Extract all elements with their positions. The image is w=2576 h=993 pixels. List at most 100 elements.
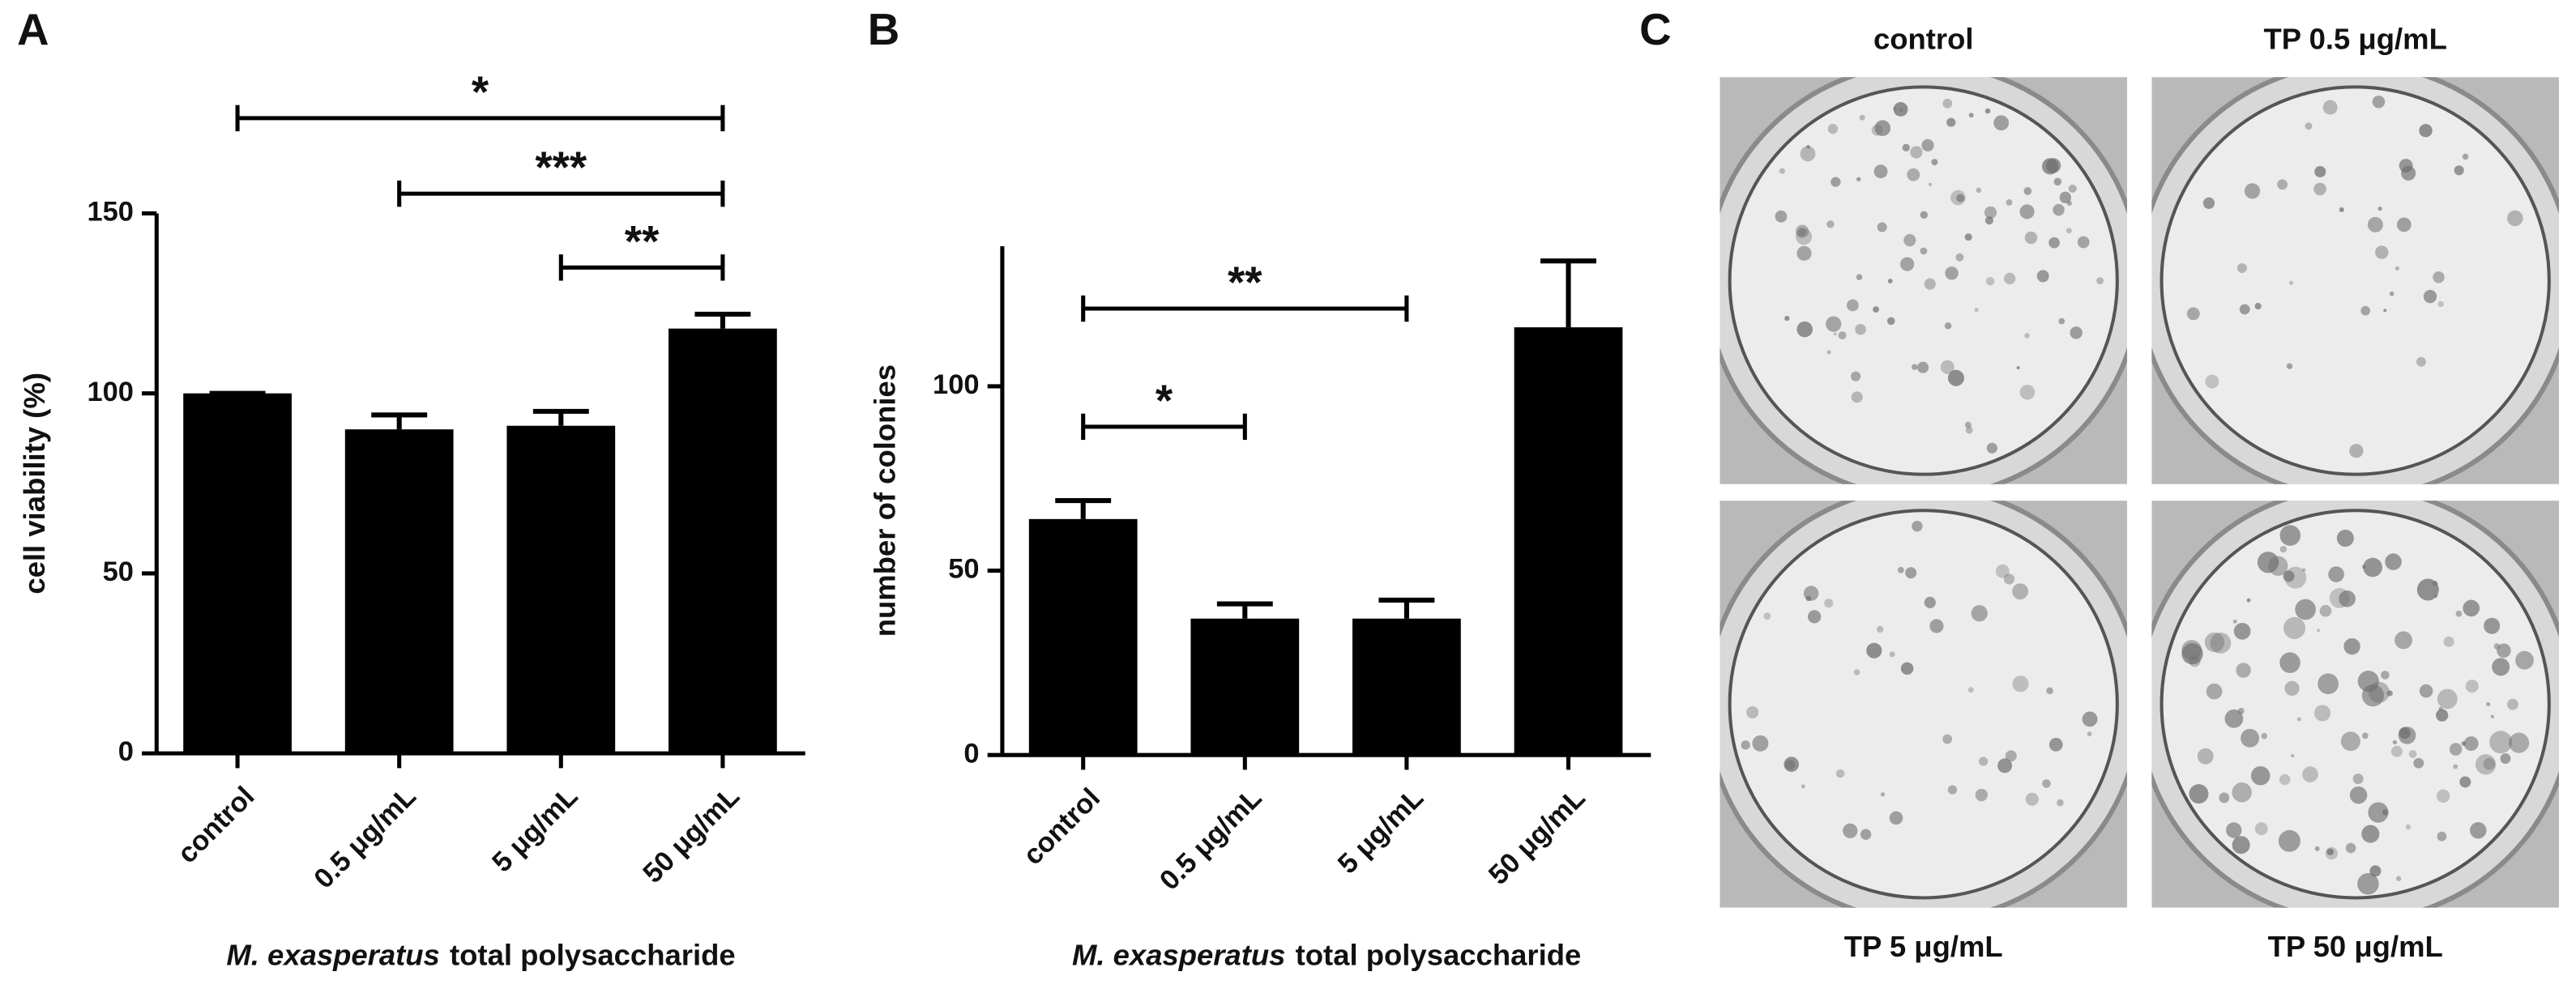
colony <box>1889 651 1895 658</box>
colony <box>2462 153 2469 160</box>
x-axis-label-italic: M. exasperatus <box>226 938 440 971</box>
colony <box>1806 145 1810 149</box>
colony <box>1944 322 1952 330</box>
colony <box>2405 824 2412 830</box>
colony <box>1942 98 1953 109</box>
colony <box>2302 568 2306 572</box>
colony <box>1873 306 1879 313</box>
colony <box>2219 792 2230 803</box>
colony <box>1826 316 1842 332</box>
photo-label: control <box>1873 22 1974 55</box>
colony <box>2492 658 2510 676</box>
colony <box>2279 774 2291 786</box>
colony <box>2437 300 2444 308</box>
colony <box>2318 673 2339 695</box>
colony <box>2399 159 2413 173</box>
bar <box>344 429 454 754</box>
colony <box>1924 596 1936 608</box>
colony <box>2288 280 2294 285</box>
colony <box>2322 100 2338 115</box>
colony <box>2383 309 2387 313</box>
colony <box>1928 182 1933 186</box>
colony <box>1929 619 1944 633</box>
colony <box>1971 605 1988 622</box>
colony <box>1866 642 1882 658</box>
colony <box>2279 545 2288 553</box>
panel-label: C <box>1639 4 1672 54</box>
colony <box>2461 741 2467 746</box>
colony <box>2463 736 2479 752</box>
significance-bracket: ** <box>558 215 725 281</box>
colony <box>2012 675 2029 693</box>
colony <box>1826 350 1831 355</box>
colony <box>1871 124 1883 136</box>
colony <box>2395 876 2402 881</box>
colony <box>2436 709 2449 722</box>
y-axis-label: number of colonies <box>869 364 902 637</box>
bar <box>1028 518 1138 756</box>
colony <box>2386 690 2393 697</box>
colony <box>1947 369 1964 386</box>
colony <box>2283 570 2295 582</box>
colony <box>1801 784 1805 789</box>
colony <box>1824 599 1834 608</box>
colony <box>1974 307 1979 313</box>
x-axis-label: M. exasperatus total polysaccharide <box>1072 938 1581 971</box>
colony <box>2443 636 2454 647</box>
significance-label: * <box>472 66 489 117</box>
panel-label: A <box>17 4 49 54</box>
colony <box>2390 745 2403 757</box>
colony <box>2278 829 2300 852</box>
colony <box>2197 748 2214 765</box>
colony <box>1997 758 2013 774</box>
colony <box>2186 307 2200 321</box>
colony <box>2349 444 2364 458</box>
colony <box>2360 305 2371 316</box>
colony <box>1795 228 1813 245</box>
colony <box>2277 179 2288 190</box>
colony <box>1995 564 2010 578</box>
colony <box>1859 114 1865 121</box>
colony <box>1975 788 1989 802</box>
colony <box>2096 277 2104 284</box>
colony <box>2233 622 2251 640</box>
colony <box>1827 123 1839 134</box>
colony <box>1986 442 1998 454</box>
colony <box>2339 207 2344 212</box>
colony <box>1964 421 1972 428</box>
colony <box>2437 831 2447 842</box>
colony <box>1860 829 1872 840</box>
colony <box>2416 578 2439 601</box>
dish-well <box>2159 85 2551 476</box>
colony <box>1741 740 1750 750</box>
colony <box>2239 304 2250 315</box>
colony <box>1900 257 1915 271</box>
colony <box>2515 650 2534 670</box>
colony <box>1965 426 1973 434</box>
y-tick-label: 100 <box>933 369 979 400</box>
colony <box>2433 271 2445 283</box>
dish-photo <box>1719 77 2128 484</box>
colony <box>1924 278 1936 290</box>
colony <box>1838 331 1847 340</box>
colony <box>1877 222 1887 232</box>
colony <box>2368 802 2389 823</box>
colony <box>1833 332 1837 336</box>
colony <box>2181 642 2203 665</box>
colony <box>2340 731 2360 752</box>
colony <box>2012 583 2029 600</box>
y-tick-label: 50 <box>948 554 979 585</box>
panel-label: B <box>868 4 900 54</box>
colony <box>2416 356 2426 367</box>
colony <box>1956 194 1965 202</box>
colony <box>2254 302 2262 310</box>
colony <box>2328 566 2344 582</box>
colony <box>1887 279 1893 283</box>
colony <box>1945 266 1959 280</box>
colony <box>1796 321 1813 338</box>
significance-bracket: ** <box>1081 257 1409 322</box>
colony <box>1893 102 1908 117</box>
colony <box>2042 779 2051 788</box>
